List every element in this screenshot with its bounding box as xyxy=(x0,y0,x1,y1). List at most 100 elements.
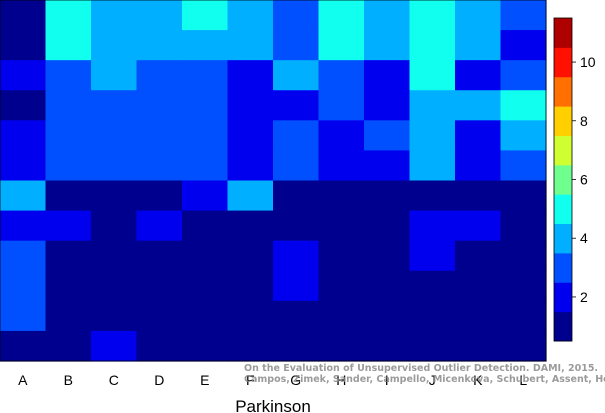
heatmap-cell xyxy=(45,180,92,212)
heatmap-cell xyxy=(318,240,365,272)
heatmap-cell xyxy=(318,0,365,31)
heatmap-cell xyxy=(91,270,138,302)
heatmap-cell xyxy=(45,90,92,121)
heatmap-cell xyxy=(364,300,411,332)
heatmap-cell xyxy=(91,150,138,182)
heatmap-cell xyxy=(364,90,411,121)
heatmap-cell xyxy=(318,90,365,121)
heatmap-cell xyxy=(500,240,547,272)
heatmap-cell xyxy=(364,330,411,362)
heatmap-cell xyxy=(455,90,502,121)
heatmap-cell xyxy=(45,120,92,152)
heatmap-cell xyxy=(182,240,229,272)
heatmap-cell xyxy=(0,270,47,302)
heatmap-cell xyxy=(227,210,274,242)
heatmap-cell xyxy=(45,330,92,362)
colorbar-tick-label: 8 xyxy=(580,113,588,129)
heatmap-cell xyxy=(455,0,502,31)
heatmap-cell xyxy=(273,30,320,61)
heatmap-cell xyxy=(91,210,138,242)
heatmap-cell xyxy=(500,60,547,91)
heatmap-cell xyxy=(136,90,183,121)
heatmap-cell xyxy=(227,330,274,362)
heatmap-cell xyxy=(0,180,47,212)
x-tick-label: E xyxy=(200,372,209,388)
heatmap-cell xyxy=(455,120,502,152)
x-tick-label: J xyxy=(429,372,436,388)
colorbar-segment xyxy=(554,76,572,107)
heatmap-cell xyxy=(45,150,92,182)
heatmap-cell xyxy=(0,240,47,272)
heatmap-cell xyxy=(409,210,456,242)
x-tick-label: D xyxy=(154,372,164,388)
heatmap-cell xyxy=(409,0,456,31)
heatmap-cell xyxy=(409,30,456,61)
heatmap-cell xyxy=(455,300,502,332)
heatmap-cell xyxy=(500,270,547,302)
heatmap-cell xyxy=(364,270,411,302)
heatmap-cell xyxy=(227,240,274,272)
heatmap-cell xyxy=(136,0,183,31)
x-tick-label: I xyxy=(385,372,389,388)
heatmap-cell xyxy=(0,300,47,332)
heatmap-cell xyxy=(91,0,138,31)
colorbar-tick-label: 2 xyxy=(580,289,588,305)
heatmap-cell xyxy=(182,270,229,302)
heatmap-cell xyxy=(273,180,320,212)
heatmap-cell xyxy=(227,90,274,121)
heatmap-cell xyxy=(455,330,502,362)
colorbar xyxy=(553,17,573,342)
x-tick-label: L xyxy=(519,372,527,388)
heatmap-cell xyxy=(227,180,274,212)
heatmap-cell xyxy=(273,210,320,242)
colorbar-segment xyxy=(554,194,572,225)
heatmap-cell xyxy=(364,0,411,31)
heatmap-cell xyxy=(409,180,456,212)
heatmap-cell xyxy=(500,90,547,121)
heatmap-cell xyxy=(0,330,47,362)
heatmap-cell xyxy=(136,300,183,332)
heatmap-cell xyxy=(409,150,456,182)
heatmap-cell xyxy=(45,270,92,302)
heatmap-cell xyxy=(364,180,411,212)
heatmap-cell xyxy=(455,240,502,272)
heatmap-cell xyxy=(364,60,411,91)
heatmap-cell xyxy=(136,270,183,302)
colorbar-segment xyxy=(554,252,572,283)
heatmap-cell xyxy=(318,30,365,61)
heatmap-cell xyxy=(318,330,365,362)
colorbar-tick-label: 6 xyxy=(580,172,588,188)
heatmap-cell xyxy=(409,300,456,332)
heatmap-cell xyxy=(182,330,229,362)
x-tick-label: G xyxy=(290,372,301,388)
heatmap-cell xyxy=(136,120,183,152)
x-tick-labels: A B C D E F G H I J K L xyxy=(18,372,527,388)
x-axis-title: Parkinson xyxy=(235,397,311,413)
heatmap-cell xyxy=(136,30,183,61)
colorbar-segment xyxy=(554,282,572,313)
heatmap-cell xyxy=(45,60,92,91)
heatmap-cell xyxy=(409,120,456,152)
heatmap-cell xyxy=(318,180,365,212)
heatmap-cell xyxy=(455,180,502,212)
heatmap-cell xyxy=(0,0,47,31)
heatmap-cell xyxy=(227,0,274,31)
heatmap-cell xyxy=(45,30,92,61)
heatmap-cell xyxy=(364,120,411,152)
x-tick-label: A xyxy=(18,372,28,388)
heatmap-cell xyxy=(227,300,274,332)
heatmap-cell xyxy=(91,330,138,362)
heatmap-cell xyxy=(45,0,92,31)
x-tick-label: C xyxy=(109,372,119,388)
heatmap-cell xyxy=(0,90,47,121)
heatmap-cell xyxy=(91,300,138,332)
heatmap-cell xyxy=(409,270,456,302)
x-tick-label: F xyxy=(246,372,255,388)
heatmap-cell xyxy=(182,210,229,242)
heatmap-cell xyxy=(273,330,320,362)
heatmap-cell xyxy=(409,90,456,121)
colorbar-segment xyxy=(554,18,572,48)
heatmap-cell xyxy=(273,240,320,272)
heatmap-cell xyxy=(136,180,183,212)
